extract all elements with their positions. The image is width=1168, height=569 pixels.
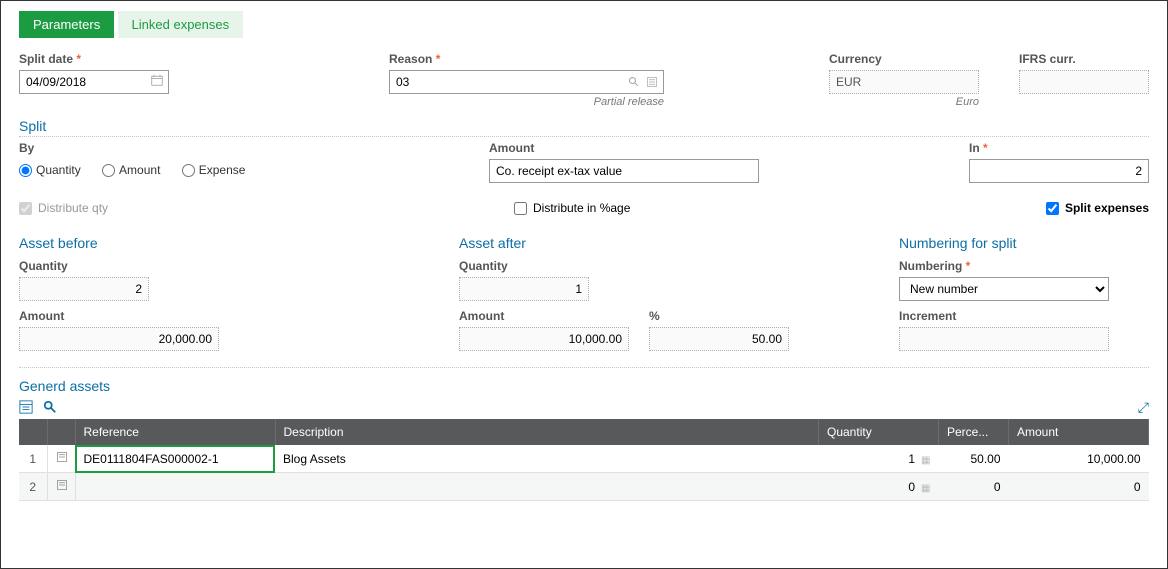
reason-helper: Partial release: [389, 96, 664, 108]
in-input[interactable]: [969, 159, 1149, 183]
expand-icon[interactable]: ⤢: [1138, 399, 1149, 416]
increment-label: Increment: [899, 309, 1149, 323]
by-expense-label: Expense: [199, 163, 246, 177]
asset-before-amount-value: 20,000.00: [19, 327, 219, 351]
amount-label: Amount: [489, 141, 789, 155]
by-quantity-label: Quantity: [36, 163, 81, 177]
asset-after-amount-value: 10,000.00: [459, 327, 629, 351]
ifrs-input: [1019, 70, 1149, 94]
col-quantity[interactable]: Quantity: [819, 419, 939, 445]
tab-parameters[interactable]: Parameters: [19, 11, 114, 38]
by-label: By: [19, 141, 449, 155]
col-rowico: [47, 419, 75, 445]
currency-input: [829, 70, 979, 94]
asset-after-qty-value: 1: [459, 277, 589, 301]
cell-perc[interactable]: 50.00: [939, 445, 1009, 473]
split-section-title: Split: [19, 118, 1149, 137]
by-expense-radio[interactable]: Expense: [182, 163, 246, 177]
table-row[interactable]: 2 0▦ 0 0: [19, 473, 1149, 501]
cell-quantity[interactable]: 1▦: [819, 445, 939, 473]
numbering-select[interactable]: New number: [899, 277, 1109, 301]
cell-description[interactable]: [275, 473, 819, 501]
split-expenses-label: Split expenses: [1065, 201, 1149, 215]
by-quantity-radio[interactable]: Quantity: [19, 163, 81, 177]
asset-before-qty-value: 2: [19, 277, 149, 301]
ifrs-label: IFRS curr.: [1019, 52, 1149, 66]
distribute-pct-label: Distribute in %age: [533, 201, 630, 215]
col-description[interactable]: Description: [275, 419, 819, 445]
row-action-icon[interactable]: [47, 473, 75, 501]
row-action-icon[interactable]: [47, 445, 75, 473]
asset-after-title: Asset after: [459, 235, 869, 251]
by-amount-radio[interactable]: Amount: [102, 163, 160, 177]
calendar-icon[interactable]: [151, 74, 163, 89]
search-icon[interactable]: [626, 74, 642, 90]
currency-helper: Euro: [829, 96, 979, 108]
grid-card-icon[interactable]: [19, 400, 33, 417]
asset-after-pct-label: %: [649, 309, 789, 323]
split-date-input[interactable]: [19, 70, 169, 94]
numbering-label: Numbering: [899, 259, 1149, 273]
cell-amount[interactable]: 0: [1009, 473, 1149, 501]
asset-after-amount-label: Amount: [459, 309, 629, 323]
cell-reference[interactable]: [75, 473, 275, 501]
table-row[interactable]: 1 DE0111804FAS000002-1 Blog Assets 1▦ 50…: [19, 445, 1149, 473]
cell-description[interactable]: Blog Assets: [275, 445, 819, 473]
increment-value: [899, 327, 1109, 351]
asset-before-title: Asset before: [19, 235, 429, 251]
generated-assets-title: Generd assets: [19, 378, 1149, 396]
by-amount-label: Amount: [119, 163, 160, 177]
numbering-title: Numbering for split: [899, 235, 1149, 251]
generated-assets-table: Reference Description Quantity Perce... …: [19, 419, 1149, 501]
cell-amount[interactable]: 10,000.00: [1009, 445, 1149, 473]
asset-before-amount-label: Amount: [19, 309, 429, 323]
tab-linked-expenses[interactable]: Linked expenses: [118, 11, 244, 38]
in-label: In: [969, 141, 1149, 155]
reason-input[interactable]: [389, 70, 664, 94]
cell-reference[interactable]: DE0111804FAS000002-1: [75, 445, 275, 473]
col-perc[interactable]: Perce...: [939, 419, 1009, 445]
cell-quantity[interactable]: 0▦: [819, 473, 939, 501]
col-reference[interactable]: Reference: [75, 419, 275, 445]
asset-after-qty-label: Quantity: [459, 259, 869, 273]
cell-perc[interactable]: 0: [939, 473, 1009, 501]
col-rownum: [19, 419, 47, 445]
qty-lookup-icon[interactable]: ▦: [921, 455, 930, 466]
asset-before-qty-label: Quantity: [19, 259, 429, 273]
list-icon[interactable]: [644, 74, 660, 90]
distribute-pct-checkbox[interactable]: [514, 202, 527, 215]
col-amount[interactable]: Amount: [1009, 419, 1149, 445]
split-date-label: Split date: [19, 52, 169, 66]
distribute-qty-label: Distribute qty: [38, 201, 108, 215]
row-number: 1: [19, 445, 47, 473]
grid-search-icon[interactable]: [43, 400, 57, 417]
reason-label: Reason: [389, 52, 664, 66]
currency-label: Currency: [829, 52, 979, 66]
distribute-qty-checkbox: [19, 202, 32, 215]
amount-input[interactable]: [489, 159, 759, 183]
split-expenses-checkbox[interactable]: [1046, 202, 1059, 215]
row-number: 2: [19, 473, 47, 501]
asset-after-pct-value: 50.00: [649, 327, 789, 351]
qty-lookup-icon[interactable]: ▦: [921, 483, 930, 494]
